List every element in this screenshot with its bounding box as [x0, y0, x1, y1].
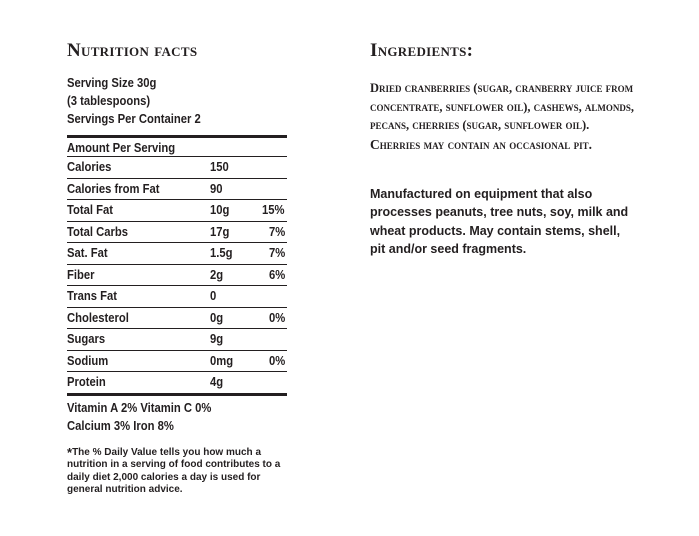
- nutrient-name: Total Fat: [67, 203, 114, 218]
- nutrient-name: Sugars: [67, 332, 106, 347]
- nutrient-daily-value: [258, 182, 287, 196]
- nutrient-name: Total Carbs: [67, 224, 129, 239]
- nutrient-row: Sugars 9g: [67, 329, 287, 351]
- daily-value-footnote: *The % Daily Value tells you how much a …: [67, 444, 292, 497]
- nutrient-table: Calories 150 Calories from Fat 90 Total Fat 1…: [67, 157, 287, 393]
- pit-warning: Cherries may contain an occasional pit.: [370, 136, 593, 152]
- nutrient-row: Protein 4g: [67, 372, 287, 393]
- nutrient-daily-value: [258, 375, 287, 389]
- nutrient-row: Calories from Fat 90: [67, 179, 287, 200]
- thick-divider: [67, 392, 287, 396]
- nutrient-row: Trans Fat 0: [67, 286, 287, 308]
- nutrient-daily-value: 15%: [261, 203, 285, 218]
- nutrient-row: Cholesterol 0g 0%: [67, 308, 287, 329]
- ingredients-title: Ingredients:: [370, 40, 474, 61]
- nutrient-amount: 0mg: [210, 353, 234, 368]
- nutrient-daily-value: 7%: [268, 246, 286, 261]
- vitamins-line: Vitamin A 2% Vitamin C 0%: [67, 400, 212, 415]
- minerals-line: Calcium 3% Iron 8%: [67, 418, 174, 433]
- nutrient-daily-value: 7%: [268, 224, 286, 239]
- nutrient-amount: 1.5g: [210, 246, 233, 261]
- nutrient-name: Calories from Fat: [67, 181, 160, 196]
- nutrient-name: Trans Fat: [67, 289, 118, 304]
- nutrient-amount: 17g: [210, 224, 230, 239]
- nutrient-amount: 0: [210, 289, 217, 304]
- nutrient-name: Fiber: [67, 267, 95, 282]
- nutrient-name: Sat. Fat: [67, 246, 108, 261]
- nutrient-amount: 90: [210, 181, 223, 196]
- nutrient-amount: 9g: [210, 332, 224, 347]
- footnote-text: The % Daily Value tells you how much a n…: [67, 446, 281, 496]
- nutrient-name: Sodium: [67, 353, 109, 368]
- allergen-statement: Manufactured on equipment that also proc…: [370, 186, 629, 257]
- nutrient-daily-value: [258, 332, 287, 346]
- nutrient-daily-value: 0%: [268, 310, 286, 325]
- ingredients-panel: Ingredients: Dried cranberries (sugar, c…: [370, 40, 670, 259]
- nutrient-row: Fiber 2g 6%: [67, 265, 287, 286]
- nutrient-name: Calories: [67, 160, 112, 175]
- serving-note: (3 tablespoons): [67, 94, 151, 108]
- nutrient-row: Sodium 0mg 0%: [67, 351, 287, 372]
- serving-size: Serving Size 30g: [67, 76, 157, 90]
- nutrient-daily-value: [258, 289, 287, 303]
- nutrient-daily-value: 6%: [268, 267, 286, 282]
- vitamins-minerals: Vitamin A 2% Vitamin C 0% Calcium 3% Iro…: [67, 396, 287, 435]
- nutrient-amount: 2g: [210, 267, 224, 282]
- nutrient-name: Protein: [67, 375, 106, 390]
- nutrition-facts-title: Nutrition facts: [67, 40, 198, 61]
- amount-per-serving: Amount Per Serving: [67, 138, 287, 157]
- nutrient-amount: 10g: [210, 203, 230, 218]
- nutrient-row: Calories 150: [67, 157, 287, 179]
- nutrient-daily-value: [258, 160, 287, 174]
- nutrient-amount: 4g: [210, 375, 224, 390]
- nutrient-daily-value: 0%: [268, 353, 286, 368]
- serving-info: Serving Size 30g (3 tablespoons) Serving…: [67, 74, 287, 128]
- nutrient-row: Sat. Fat 1.5g 7%: [67, 243, 287, 265]
- nutrient-amount: 150: [210, 160, 229, 175]
- nutrient-row: Total Carbs 17g 7%: [67, 222, 287, 243]
- footnote-star: *: [67, 444, 73, 460]
- nutrient-amount: 0g: [210, 310, 224, 325]
- nutrient-row: Total Fat 10g 15%: [67, 200, 287, 222]
- nutrition-facts-panel: Nutrition facts Serving Size 30g (3 tabl…: [67, 40, 287, 497]
- servings-per-container: Servings Per Container 2: [67, 112, 201, 126]
- thick-divider: [67, 135, 287, 138]
- ingredients-list: Dried cranberries (sugar, cranberry juic…: [370, 81, 635, 132]
- nutrient-name: Cholesterol: [67, 310, 129, 325]
